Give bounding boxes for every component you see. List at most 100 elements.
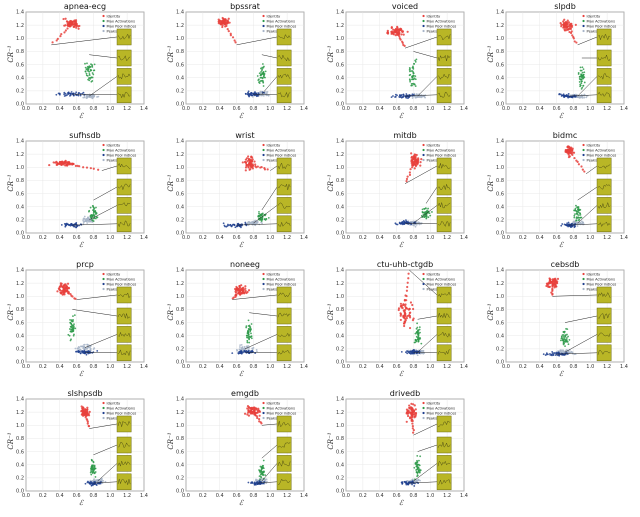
point-peaks — [91, 220, 93, 223]
point-max-activations — [574, 213, 576, 216]
point-max-pool-indices — [223, 224, 226, 227]
point-max-activations — [409, 80, 412, 83]
point-peaks — [83, 345, 86, 348]
point-identity — [560, 23, 563, 26]
point-identity — [234, 294, 237, 297]
y-axis-label: CR⁻¹ — [7, 303, 15, 320]
point-identity — [551, 282, 554, 286]
point-max-activations — [263, 218, 266, 220]
point-max-activations — [411, 76, 414, 79]
point-max-activations — [416, 454, 419, 457]
point-max-pool-indices — [559, 93, 562, 96]
legend-label: Identity — [427, 401, 442, 405]
legend-marker — [422, 282, 425, 286]
inset-waveform — [438, 34, 451, 41]
y-tick-label: 0.4 — [336, 462, 344, 468]
point-identity — [406, 281, 409, 284]
point-max-activations — [410, 70, 413, 72]
point-identity — [409, 311, 412, 314]
point-max-pool-indices — [413, 350, 416, 353]
point-identity — [419, 164, 422, 167]
point-identity — [263, 168, 267, 171]
point-identity — [407, 277, 410, 280]
y-axis-label: CR⁻¹ — [167, 45, 175, 62]
point-identity — [408, 316, 412, 319]
inset-thumbnail — [596, 286, 612, 304]
point-max-activations — [267, 216, 270, 219]
y-tick-label: 1.0 — [496, 294, 504, 300]
point-max-pool-indices — [401, 482, 403, 484]
y-tick-label: 0.6 — [176, 191, 184, 197]
point-max-pool-indices — [563, 96, 565, 99]
y-tick-label: 1.0 — [336, 165, 344, 171]
point-max-activations — [259, 218, 262, 221]
inset-waveform — [117, 420, 131, 427]
inset-connector — [413, 51, 438, 59]
point-max-pool-indices — [222, 222, 225, 225]
inset-thumbnail — [436, 49, 452, 67]
point-identity — [66, 289, 69, 293]
point-max-pool-indices — [77, 91, 80, 94]
inset-waveform — [117, 220, 131, 228]
x-tick-label: 1.0 — [106, 235, 114, 241]
point-identity — [243, 291, 246, 294]
point-max-pool-indices — [240, 351, 243, 353]
point-max-activations — [579, 78, 582, 81]
point-identity — [400, 33, 403, 36]
y-tick-label: 0.0 — [16, 231, 24, 237]
point-identity — [564, 149, 568, 152]
inset-connector — [89, 54, 118, 59]
y-axis-label: CR⁻¹ — [167, 303, 175, 320]
legend-label: Max Pool indices — [587, 282, 617, 286]
inset-connector — [232, 294, 278, 300]
chart-svg: drivedb 0.0 0.2 0.4 0.6 0.8 1.0 1.2 1.4 0.0 0.2 0.4… — [327, 389, 468, 507]
x-tick-label: 1.0 — [586, 364, 594, 370]
point-max-pool-indices — [83, 93, 86, 96]
point-identity — [71, 162, 74, 165]
point-identity — [237, 288, 240, 291]
point-peaks — [559, 350, 562, 353]
point-max-activations — [431, 211, 433, 213]
y-tick-label: 1.2 — [336, 410, 344, 416]
x-tick-label: 1.0 — [426, 106, 434, 112]
point-max-activations — [575, 209, 578, 212]
x-tick-label: 0.8 — [409, 106, 417, 112]
inset-connector — [244, 351, 278, 354]
point-max-pool-indices — [85, 353, 88, 356]
legend-marker — [582, 24, 585, 28]
point-max-activations — [418, 471, 421, 474]
point-peaks — [85, 220, 87, 222]
point-max-activations — [89, 471, 92, 474]
point-identity — [563, 28, 566, 31]
inset-thumbnail — [596, 28, 612, 46]
point-identity — [65, 284, 68, 287]
scatter-points — [217, 16, 270, 98]
inset-connector — [261, 54, 278, 59]
point-identity — [67, 291, 70, 294]
inset-thumbnail — [436, 415, 452, 433]
point-max-activations — [91, 72, 94, 74]
inset-thumbnail — [436, 28, 452, 46]
point-peaks — [86, 222, 89, 224]
x-tick-label: 0.8 — [249, 493, 257, 499]
legend-marker — [102, 416, 105, 420]
point-max-pool-indices — [246, 93, 249, 96]
x-tick-label: 1.4 — [300, 235, 308, 241]
y-axis-label: CR⁻¹ — [487, 174, 495, 191]
point-identity — [60, 33, 63, 36]
point-max-activations — [245, 334, 248, 337]
point-max-pool-indices — [410, 223, 413, 226]
point-peaks — [92, 348, 95, 350]
point-max-pool-indices — [574, 225, 577, 228]
point-identity — [249, 159, 252, 162]
x-tick-label: 1.2 — [283, 106, 291, 112]
x-tick-label: 0.8 — [89, 493, 97, 499]
point-max-pool-indices — [75, 223, 78, 226]
point-max-pool-indices — [413, 485, 416, 487]
point-identity — [86, 408, 89, 412]
legend-marker — [582, 158, 585, 162]
legend-marker — [422, 143, 425, 147]
x-tick-label: 1.0 — [266, 106, 274, 112]
point-max-pool-indices — [400, 221, 403, 224]
